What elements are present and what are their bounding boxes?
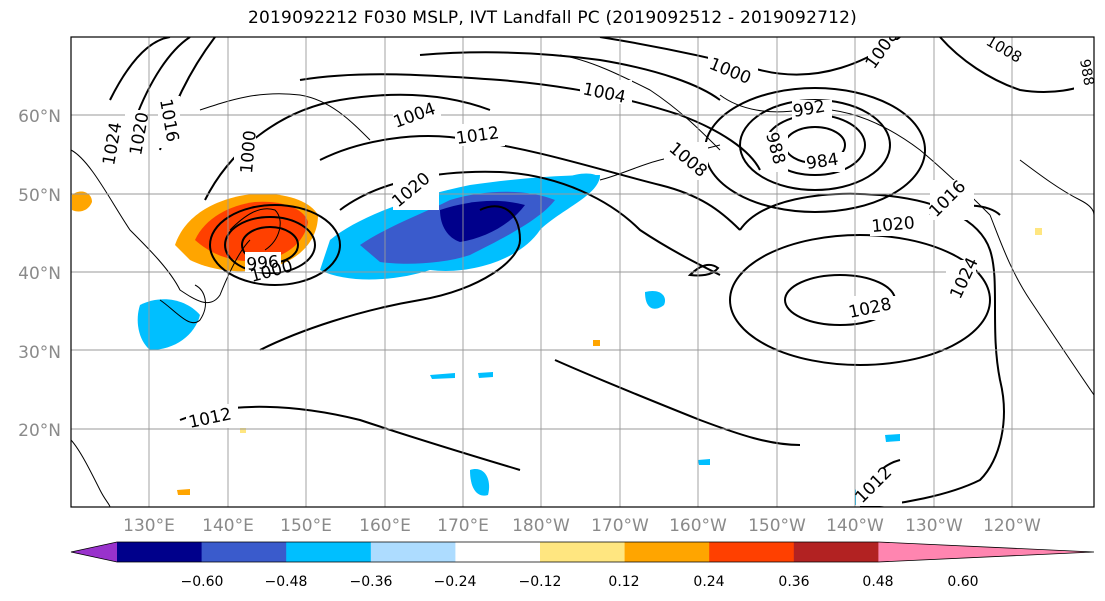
colorbar-tick: 0.12 — [608, 574, 639, 590]
lon-label: 120°W — [983, 516, 1041, 536]
isobar-label: 988 — [1076, 58, 1096, 87]
isobars — [109, 37, 1094, 507]
isobar-label: 1020 — [871, 213, 916, 237]
lon-label: 150°W — [748, 516, 806, 536]
isobar-label: 1000 — [237, 130, 261, 175]
map-title: 2019092212 F030 MSLP, IVT Landfall PC (2… — [248, 8, 857, 28]
lon-label: 170°E — [437, 516, 489, 536]
colorbar-segment — [793, 542, 879, 562]
colorbar-segment — [624, 542, 710, 562]
colorbar-segment — [709, 542, 795, 562]
gridlines — [71, 37, 1094, 507]
colorbar-segment — [455, 542, 541, 562]
lat-label: 60°N — [18, 107, 61, 127]
colorbar-segment — [201, 542, 287, 562]
colorbar — [70, 541, 1095, 563]
lon-label: 140°W — [826, 516, 884, 536]
colorbar-tick: 0.48 — [862, 574, 893, 590]
lon-label: 180°W — [512, 516, 570, 536]
lon-label: 130°E — [123, 516, 175, 536]
colorbar-segment — [540, 542, 626, 562]
lon-label: 160°E — [359, 516, 411, 536]
colorbar-tick-labels: −0.60 −0.48 −0.36 −0.24 −0.12 0.12 0.24 … — [181, 574, 979, 590]
colorbar-tick: −0.12 — [519, 574, 562, 590]
colorbar-tick: −0.36 — [350, 574, 393, 590]
colorbar-outline — [70, 541, 1095, 563]
lat-label: 40°N — [18, 264, 61, 284]
lat-label: 30°N — [18, 343, 61, 363]
colorbar-tick: −0.60 — [181, 574, 224, 590]
isobar-labels: 1024 1020 1016 1000 1004 1012 1004 1000 … — [96, 37, 1096, 507]
colorbar-segment — [286, 542, 372, 562]
colorbar-tick: 0.60 — [947, 574, 978, 590]
isobar-label: 996 — [246, 252, 280, 275]
lon-label: 160°W — [669, 516, 727, 536]
lon-label: 170°W — [591, 516, 649, 536]
longitude-labels: 130°E 140°E 150°E 160°E 170°E 180°W 170°… — [123, 516, 1041, 536]
colorbar-tick: −0.24 — [434, 574, 477, 590]
colorbar-tick: 0.24 — [693, 574, 724, 590]
lon-label: 150°E — [280, 516, 332, 536]
colorbar-tick: −0.48 — [265, 574, 308, 590]
colorbar-segment — [370, 542, 456, 562]
lon-label: 130°W — [905, 516, 963, 536]
colorbar-tick: 0.36 — [778, 574, 809, 590]
lat-label: 20°N — [18, 421, 61, 441]
isobar-label: 984 — [805, 150, 840, 174]
latitude-labels: 20°N 30°N 40°N 50°N 60°N — [18, 107, 61, 441]
coastlines — [71, 54, 1094, 507]
colorbar-extend-max — [878, 542, 1094, 562]
colorbar-segment — [117, 542, 203, 562]
lon-label: 140°E — [202, 516, 254, 536]
lat-label: 50°N — [18, 186, 61, 206]
colorbar-extend-min — [71, 542, 117, 562]
map-frame — [70, 36, 1095, 508]
